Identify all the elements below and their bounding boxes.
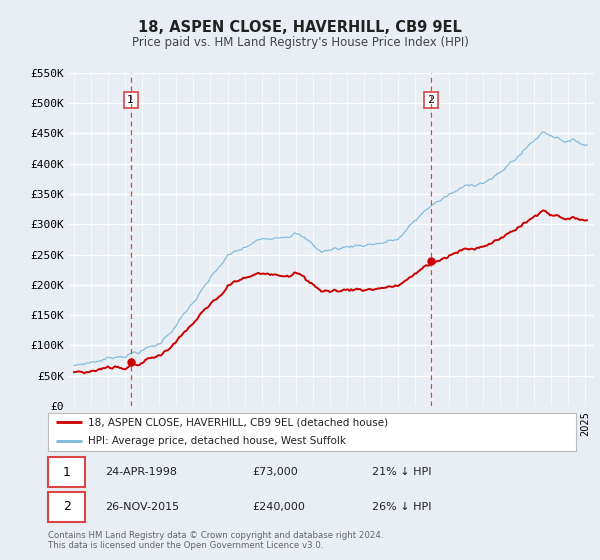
- Text: 18, ASPEN CLOSE, HAVERHILL, CB9 9EL (detached house): 18, ASPEN CLOSE, HAVERHILL, CB9 9EL (det…: [88, 417, 388, 427]
- Text: 26-NOV-2015: 26-NOV-2015: [105, 502, 179, 512]
- Text: 1: 1: [127, 95, 134, 105]
- Text: £73,000: £73,000: [252, 467, 298, 477]
- Text: Price paid vs. HM Land Registry's House Price Index (HPI): Price paid vs. HM Land Registry's House …: [131, 36, 469, 49]
- Text: HPI: Average price, detached house, West Suffolk: HPI: Average price, detached house, West…: [88, 436, 346, 446]
- Text: 21% ↓ HPI: 21% ↓ HPI: [372, 467, 431, 477]
- Text: Contains HM Land Registry data © Crown copyright and database right 2024.: Contains HM Land Registry data © Crown c…: [48, 531, 383, 540]
- Text: 26% ↓ HPI: 26% ↓ HPI: [372, 502, 431, 512]
- Text: 1: 1: [62, 465, 71, 479]
- Text: This data is licensed under the Open Government Licence v3.0.: This data is licensed under the Open Gov…: [48, 541, 323, 550]
- Text: 2: 2: [62, 500, 71, 514]
- Text: 2: 2: [427, 95, 434, 105]
- Text: £240,000: £240,000: [252, 502, 305, 512]
- Text: 18, ASPEN CLOSE, HAVERHILL, CB9 9EL: 18, ASPEN CLOSE, HAVERHILL, CB9 9EL: [138, 20, 462, 35]
- Text: 24-APR-1998: 24-APR-1998: [105, 467, 177, 477]
